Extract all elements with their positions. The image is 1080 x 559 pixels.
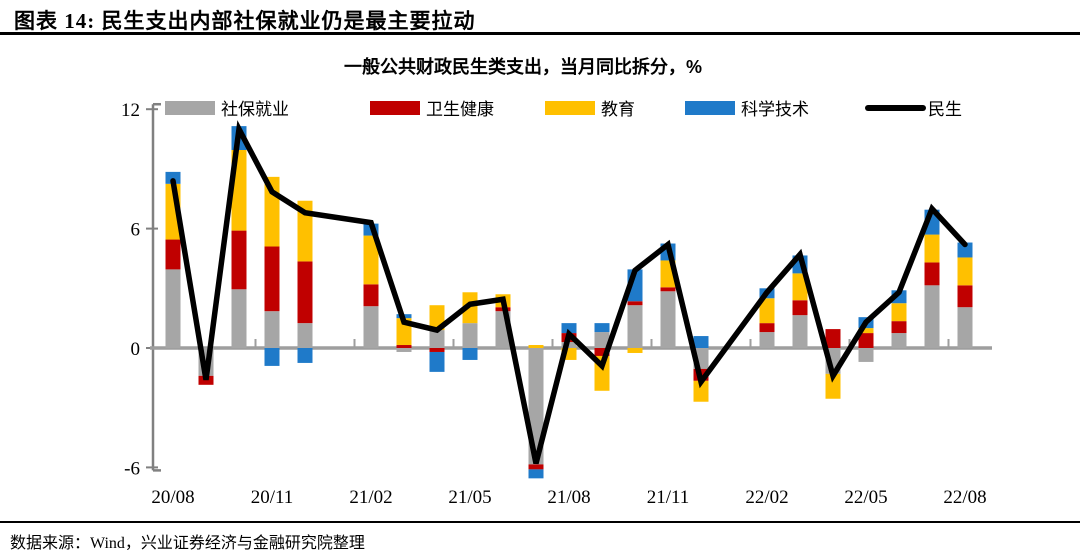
bar-segment: [924, 285, 940, 348]
x-tick-label: 20/08: [151, 487, 194, 508]
bar-segment: [231, 289, 247, 348]
legend-swatch: [685, 101, 735, 115]
chart-subtitle: 一般公共财政民生类支出，当月同比拆分，%: [343, 57, 702, 77]
y-tick-label: 6: [131, 220, 141, 241]
bar-segment: [759, 323, 775, 333]
legend-swatch: [370, 101, 420, 115]
bar-segment: [363, 284, 379, 307]
bar-segment: [429, 348, 445, 352]
bar-segment: [528, 469, 544, 479]
legend-label: 科学技术: [741, 100, 809, 119]
footer-rule: [0, 521, 1080, 523]
bar-segment: [462, 323, 478, 348]
bar-segment: [528, 345, 544, 348]
bar-segment: [891, 303, 907, 322]
bar-segment: [297, 261, 313, 324]
bar-segment: [957, 307, 973, 348]
bar-segment: [792, 300, 808, 316]
page-title: 图表 14: 民生支出内部社保就业仍是最主要拉动: [14, 9, 476, 33]
bar-segment: [660, 291, 676, 348]
x-tick-label: 21/08: [547, 487, 590, 508]
legend-label: 社保就业: [221, 100, 289, 119]
bar-segment: [264, 348, 280, 366]
bar-segment: [693, 336, 709, 348]
bar-segment: [528, 464, 544, 470]
bar-segment: [924, 262, 940, 286]
bar-segment: [264, 246, 280, 312]
bar-segment: [693, 380, 709, 402]
y-tick-label: 0: [131, 339, 141, 360]
x-tick-label: 22/08: [943, 487, 986, 508]
bar-segment: [759, 298, 775, 324]
bar-segment: [462, 348, 478, 360]
bar-segment: [561, 323, 577, 334]
x-tick-label: 20/11: [251, 487, 294, 508]
x-tick-label: 22/02: [745, 487, 788, 508]
bar-segment: [363, 306, 379, 348]
bar-segment: [165, 269, 181, 348]
bar-segment: [957, 285, 973, 308]
bar-segment: [957, 257, 973, 286]
bar-segment: [759, 332, 775, 348]
legend-swatch: [165, 101, 215, 115]
bar-segment: [858, 333, 874, 348]
legend-swatch: [545, 101, 595, 115]
title-underline: [0, 32, 1080, 35]
bar-segment: [594, 332, 610, 348]
bar-segment: [858, 348, 874, 362]
bar-segment: [297, 348, 313, 363]
bar-segment: [396, 345, 412, 348]
bar-segment: [165, 239, 181, 270]
bar-segment: [627, 348, 643, 353]
bar-segment: [396, 348, 412, 352]
x-tick-label: 22/05: [844, 487, 887, 508]
bar-segment: [165, 171, 181, 184]
bar-segment: [825, 329, 841, 348]
bar-segment: [792, 273, 808, 301]
x-tick-label: 21/05: [448, 487, 491, 508]
bar-segment: [792, 315, 808, 348]
bar-segment: [198, 375, 214, 385]
bar-segment: [264, 311, 280, 348]
legend-label: 卫生健康: [426, 100, 494, 119]
bar-segment: [858, 328, 874, 334]
bar-segment: [627, 305, 643, 348]
bar-segment: [957, 242, 973, 258]
x-tick-label: 21/02: [349, 487, 392, 508]
bar-segment: [429, 351, 445, 372]
bar-segment: [594, 348, 610, 356]
x-tick-label: 21/11: [647, 487, 690, 508]
y-tick-label: 12: [121, 100, 140, 121]
bar-segment: [297, 323, 313, 348]
data-source: 数据来源：Wind，兴业证券经济与金融研究院整理: [10, 535, 365, 552]
bar-segment: [660, 287, 676, 292]
bar-segment: [627, 301, 643, 306]
bar-segment: [891, 321, 907, 334]
bar-segment: [231, 230, 247, 290]
bar-segment: [363, 235, 379, 285]
trend-line: [170, 120, 968, 465]
bar-segment: [594, 323, 610, 333]
bar-segment: [924, 234, 940, 263]
bar-segment: [429, 330, 445, 348]
bar-segment: [561, 348, 577, 360]
y-tick-label: -6: [124, 458, 140, 479]
bar-segment: [825, 373, 841, 399]
bar-segment: [891, 333, 907, 348]
legend-label: 教育: [601, 100, 635, 119]
legend-label: 民生: [928, 100, 962, 119]
